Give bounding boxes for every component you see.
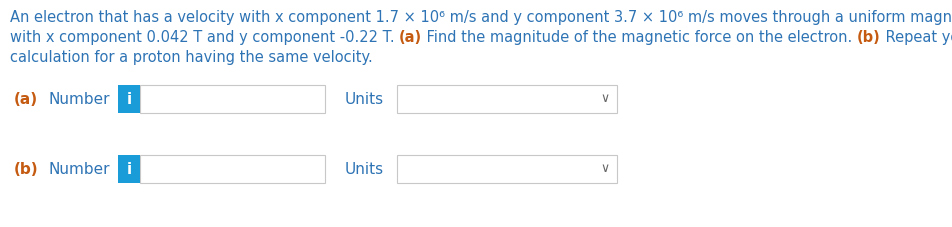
FancyBboxPatch shape (118, 155, 140, 183)
Text: Number: Number (48, 161, 109, 177)
Text: with x component 0.042 T and y component -0.22 T.: with x component 0.042 T and y component… (10, 30, 399, 45)
Text: ∨: ∨ (601, 163, 609, 175)
Text: Find the magnitude of the magnetic force on the electron.: Find the magnitude of the magnetic force… (423, 30, 857, 45)
Text: Repeat your: Repeat your (881, 30, 952, 45)
FancyBboxPatch shape (397, 85, 617, 113)
Text: calculation for a proton having the same velocity.: calculation for a proton having the same… (10, 50, 373, 65)
Text: i: i (127, 161, 131, 177)
Text: i: i (127, 91, 131, 106)
Text: (a): (a) (399, 30, 423, 45)
FancyBboxPatch shape (397, 155, 617, 183)
Text: Units: Units (345, 91, 384, 106)
Text: An electron that has a velocity with x component 1.7 × 10⁶ m/s and y component 3: An electron that has a velocity with x c… (10, 10, 952, 25)
FancyBboxPatch shape (118, 85, 140, 113)
Text: Units: Units (345, 161, 384, 177)
FancyBboxPatch shape (140, 155, 325, 183)
Text: (a): (a) (14, 91, 38, 106)
Text: (b): (b) (857, 30, 881, 45)
Text: (b): (b) (14, 161, 39, 177)
FancyBboxPatch shape (140, 85, 325, 113)
Text: Number: Number (48, 91, 109, 106)
Text: ∨: ∨ (601, 92, 609, 106)
